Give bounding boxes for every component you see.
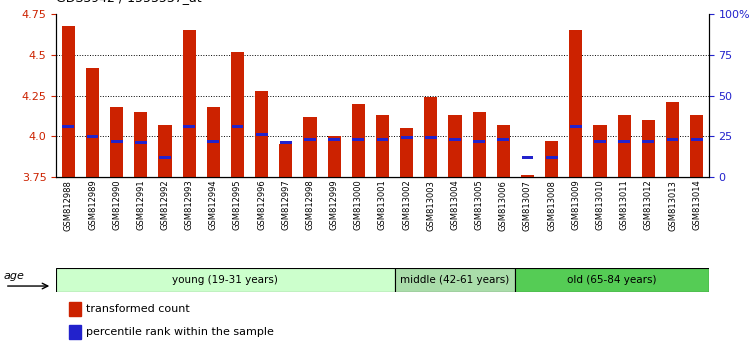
- Text: GSM813011: GSM813011: [620, 180, 628, 230]
- Text: GSM813010: GSM813010: [596, 180, 604, 230]
- Bar: [667, 138, 679, 141]
- Bar: [328, 138, 340, 141]
- Bar: [545, 141, 558, 177]
- Text: GSM812988: GSM812988: [64, 180, 73, 230]
- Bar: [134, 112, 148, 177]
- Bar: [691, 138, 703, 141]
- Text: GSM813000: GSM813000: [354, 180, 363, 230]
- Bar: [110, 107, 123, 177]
- Bar: [593, 125, 607, 177]
- Text: GSM812997: GSM812997: [281, 180, 290, 230]
- Bar: [280, 141, 292, 144]
- Text: GSM813012: GSM813012: [644, 180, 652, 230]
- Text: GSM812993: GSM812993: [184, 180, 194, 230]
- Text: GSM813009: GSM813009: [572, 180, 580, 230]
- Text: GSM813007: GSM813007: [523, 180, 532, 230]
- Bar: [473, 140, 485, 143]
- Text: percentile rank within the sample: percentile rank within the sample: [86, 327, 274, 337]
- Bar: [352, 138, 364, 141]
- Bar: [69, 325, 81, 339]
- Bar: [207, 107, 220, 177]
- Bar: [472, 112, 486, 177]
- Bar: [617, 115, 631, 177]
- Text: GSM812994: GSM812994: [209, 180, 218, 230]
- Bar: [231, 52, 244, 177]
- Text: middle (42-61 years): middle (42-61 years): [400, 275, 509, 285]
- Bar: [303, 117, 316, 177]
- Bar: [352, 104, 365, 177]
- Bar: [279, 144, 292, 177]
- Text: GSM813013: GSM813013: [668, 180, 677, 230]
- Bar: [666, 102, 680, 177]
- Text: GSM812990: GSM812990: [112, 180, 122, 230]
- Bar: [86, 68, 99, 177]
- Bar: [690, 115, 703, 177]
- Bar: [256, 133, 268, 136]
- Bar: [232, 125, 244, 128]
- Bar: [642, 140, 654, 143]
- Bar: [183, 125, 195, 128]
- Text: GSM812989: GSM812989: [88, 180, 97, 230]
- Text: GSM812998: GSM812998: [305, 180, 314, 230]
- Bar: [394, 268, 515, 292]
- Bar: [207, 140, 219, 143]
- Text: GSM813002: GSM813002: [402, 180, 411, 230]
- Bar: [400, 128, 413, 177]
- Bar: [448, 115, 462, 177]
- Bar: [304, 138, 316, 141]
- Bar: [496, 125, 510, 177]
- Bar: [62, 125, 74, 128]
- Bar: [424, 136, 436, 139]
- Bar: [69, 302, 81, 316]
- Bar: [376, 115, 389, 177]
- Text: GSM813001: GSM813001: [378, 180, 387, 230]
- Bar: [424, 97, 437, 177]
- Text: GSM812991: GSM812991: [136, 180, 146, 230]
- Text: GSM813006: GSM813006: [499, 180, 508, 230]
- Bar: [521, 156, 533, 159]
- Text: GSM813014: GSM813014: [692, 180, 701, 230]
- Text: GSM812996: GSM812996: [257, 180, 266, 230]
- Bar: [594, 140, 606, 143]
- Text: GSM813005: GSM813005: [475, 180, 484, 230]
- Bar: [111, 140, 123, 143]
- Bar: [255, 91, 268, 177]
- Bar: [135, 141, 147, 144]
- Bar: [86, 135, 98, 138]
- Bar: [158, 125, 172, 177]
- Bar: [328, 136, 340, 177]
- Bar: [159, 156, 171, 159]
- Text: GSM813008: GSM813008: [548, 180, 556, 230]
- Text: GSM813003: GSM813003: [426, 180, 435, 230]
- Text: GSM812995: GSM812995: [233, 180, 242, 230]
- Text: GSM812999: GSM812999: [330, 180, 339, 230]
- Bar: [569, 30, 583, 177]
- Text: GDS3942 / 1553537_at: GDS3942 / 1553537_at: [56, 0, 202, 4]
- Bar: [520, 175, 534, 177]
- Bar: [642, 120, 655, 177]
- Bar: [62, 25, 75, 177]
- Bar: [56, 268, 394, 292]
- Bar: [515, 268, 709, 292]
- Text: GSM813004: GSM813004: [451, 180, 460, 230]
- Bar: [182, 30, 196, 177]
- Text: young (19-31 years): young (19-31 years): [172, 275, 278, 285]
- Bar: [570, 125, 582, 128]
- Text: old (65-84 years): old (65-84 years): [567, 275, 657, 285]
- Bar: [497, 138, 509, 141]
- Text: age: age: [4, 272, 25, 281]
- Bar: [618, 140, 630, 143]
- Text: GSM812992: GSM812992: [160, 180, 170, 230]
- Bar: [449, 138, 461, 141]
- Text: transformed count: transformed count: [86, 304, 189, 314]
- Bar: [546, 156, 558, 159]
- Bar: [400, 136, 412, 139]
- Bar: [376, 138, 388, 141]
